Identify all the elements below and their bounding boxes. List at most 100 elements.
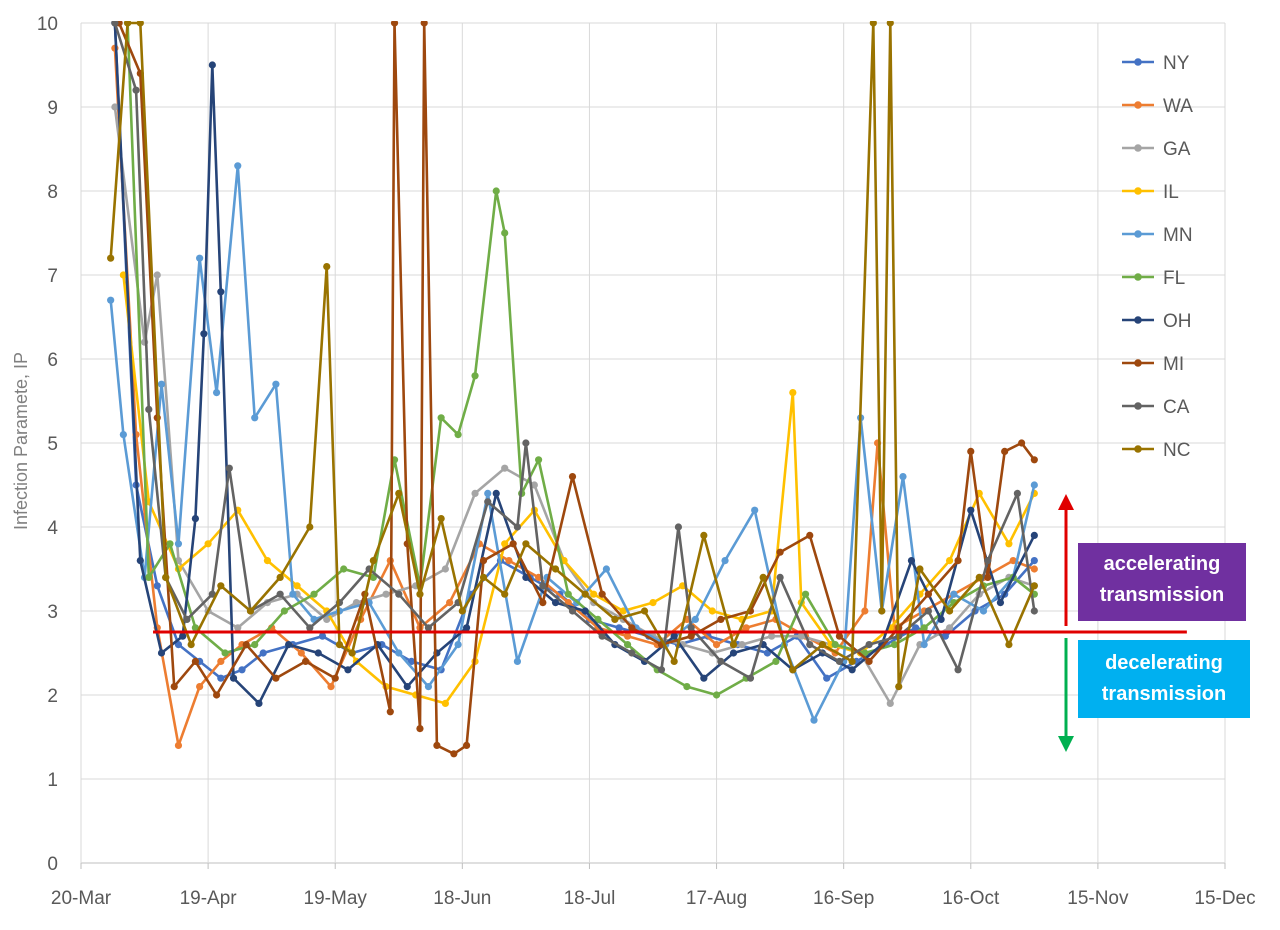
y-tick-label: 8 (47, 182, 58, 203)
data-point-fl (772, 657, 780, 666)
data-point-nc (640, 607, 649, 615)
legend-swatch-marker (1134, 144, 1142, 152)
data-point-oh (208, 61, 216, 69)
data-point-ca (395, 590, 403, 598)
data-point-il (293, 582, 301, 590)
data-point-ca (924, 607, 933, 615)
data-point-nc (895, 683, 903, 691)
threshold-group (153, 494, 1187, 752)
legend-swatch-marker (1134, 402, 1142, 410)
data-point-mi (462, 741, 471, 750)
data-point-il (263, 557, 272, 565)
data-point-oh (670, 632, 678, 640)
data-point-mn (196, 254, 204, 262)
data-point-nc (878, 607, 886, 615)
data-point-oh (848, 666, 856, 674)
data-point-il (204, 540, 212, 548)
data-point-nc (581, 590, 589, 598)
x-tick-label: 19-May (304, 888, 368, 909)
legend-swatch-marker (1134, 273, 1142, 281)
data-point-ga (153, 271, 161, 279)
data-point-ca (276, 590, 284, 598)
data-point-nc (975, 573, 983, 582)
data-point-oh (492, 489, 500, 497)
legend-swatch-marker (1134, 230, 1142, 238)
data-point-nc (501, 590, 509, 598)
data-point-ca (835, 657, 844, 666)
data-point-mi (865, 657, 873, 666)
data-point-ga (441, 565, 449, 573)
data-point-ca (628, 649, 636, 657)
data-point-ca (657, 666, 666, 674)
data-point-mi (191, 657, 199, 666)
data-point-mi (390, 21, 399, 27)
data-point-mi (628, 624, 636, 632)
series-line-oh (113, 22, 1036, 705)
data-point-il (708, 607, 716, 615)
data-point-mi (598, 590, 606, 598)
data-point-oh (191, 515, 199, 523)
data-point-ca (1030, 607, 1038, 615)
series-line-nc (109, 21, 1036, 688)
up-arrow-head (1058, 494, 1074, 510)
data-point-ny (912, 624, 920, 632)
legend-swatch-marker (1134, 359, 1142, 367)
data-point-oh (551, 599, 560, 607)
data-point-mi (433, 741, 441, 750)
legend-swatch-marker (1134, 316, 1142, 324)
data-point-oh (157, 649, 166, 657)
data-point-mn (920, 641, 928, 649)
legend-item-oh: OH (1122, 311, 1192, 332)
data-point-mn (212, 389, 221, 397)
data-point-ny (1030, 557, 1038, 565)
legend-label: OH (1163, 311, 1192, 332)
data-point-oh (314, 649, 322, 657)
data-point-nc (611, 615, 619, 624)
legend-label: NC (1163, 440, 1190, 461)
data-point-il (945, 557, 954, 565)
legend-item-wa: WA (1122, 96, 1193, 117)
data-point-mi (954, 557, 962, 565)
data-point-il (590, 590, 598, 598)
y-tick-label: 9 (47, 98, 58, 119)
series-nc (107, 21, 1038, 691)
data-point-mi (835, 632, 844, 640)
data-point-mn (751, 506, 759, 514)
series-mi (115, 21, 1038, 758)
data-point-mi (416, 725, 424, 733)
data-point-wa (861, 607, 869, 615)
data-point-ga (738, 641, 746, 649)
y-tick-label: 0 (47, 854, 58, 875)
data-point-nc (369, 557, 377, 565)
data-point-wa (297, 649, 305, 657)
data-point-ny (174, 641, 183, 649)
data-point-nc (107, 254, 115, 262)
y-tick-label: 10 (37, 14, 58, 35)
data-point-wa (174, 741, 183, 750)
data-point-mn (899, 473, 907, 481)
data-point-nc (162, 573, 170, 582)
data-point-wa (327, 683, 335, 691)
down-arrow-head (1058, 736, 1074, 752)
data-point-oh (344, 666, 352, 674)
data-point-ca (687, 624, 695, 632)
data-point-nc (945, 607, 954, 615)
data-point-mn (602, 565, 610, 573)
data-point-mn (454, 641, 462, 649)
data-point-ny (318, 632, 327, 640)
data-point-mi (331, 674, 339, 682)
data-point-oh (907, 557, 916, 565)
data-point-ca (717, 657, 725, 666)
data-point-fl (564, 590, 572, 598)
data-point-mi (450, 750, 458, 758)
data-point-nc (335, 641, 344, 649)
data-point-mi (967, 447, 975, 455)
data-point-ga (471, 489, 479, 497)
data-point-fl (890, 641, 899, 649)
data-point-ga (323, 615, 331, 624)
data-point-oh (1030, 531, 1038, 540)
legend-item-ga: GA (1122, 139, 1191, 160)
y-tick-label: 6 (47, 350, 58, 371)
data-point-wa (505, 557, 513, 565)
data-point-nc (759, 573, 767, 582)
